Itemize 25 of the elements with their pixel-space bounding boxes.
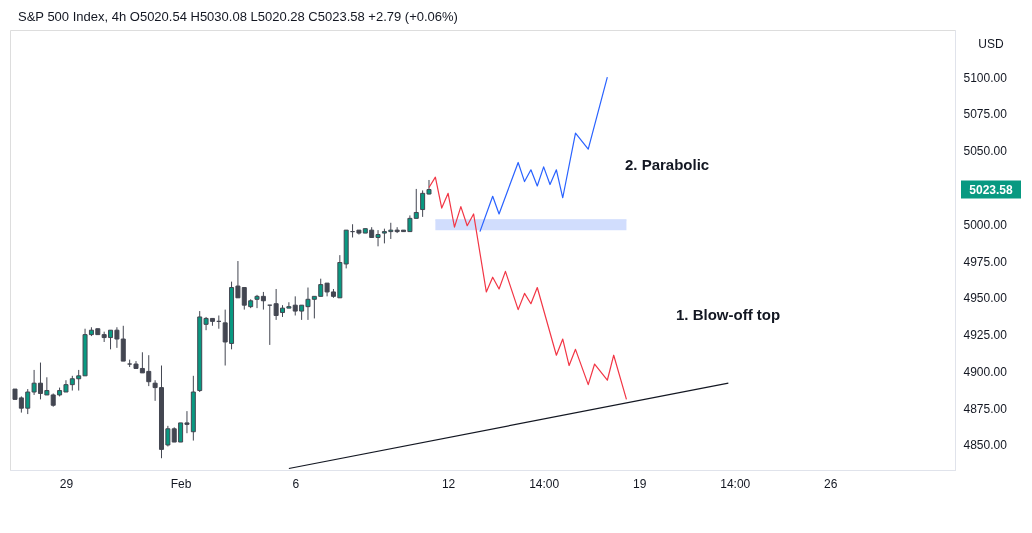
y-tick-label: 4950.00 — [963, 291, 1008, 306]
x-tick-label: 6 — [292, 476, 300, 491]
chart-title: S&P 500 Index, 4h O5020.54 H5030.08 L5020.28 C5023.58 +2.79 (+0.06%) — [18, 9, 458, 24]
x-tick-label: Feb — [170, 476, 192, 491]
x-tick-label: 12 — [441, 476, 456, 491]
x-tick-label: 29 — [59, 476, 74, 491]
y-tick-label: 4925.00 — [963, 328, 1008, 343]
y-tick-label: 4975.00 — [963, 254, 1008, 269]
annotation: 2. Parabolic — [625, 156, 710, 173]
x-tick-label: 14:00 — [529, 476, 560, 491]
x-tick-label: 14:00 — [720, 476, 751, 491]
line-series — [428, 176, 628, 400]
y-tick-label: 5100.00 — [963, 70, 1008, 85]
y-axis-title: USD — [978, 37, 1004, 51]
text: 5023.58 — [969, 182, 1014, 197]
x-tick-label: 19 — [633, 476, 647, 491]
x-tick-label: 26 — [824, 476, 838, 491]
y-tick-label: 5075.00 — [963, 107, 1008, 122]
y-tick-label: 4850.00 — [963, 438, 1008, 453]
line-series — [479, 76, 608, 233]
y-tick-label: 4875.00 — [963, 401, 1008, 416]
y-tick-label: 5000.00 — [963, 217, 1008, 232]
y-tick-label: 5050.00 — [963, 144, 1008, 159]
annotation: 1. Blow-off top — [676, 306, 781, 323]
y-tick-label: 4900.00 — [963, 364, 1008, 379]
